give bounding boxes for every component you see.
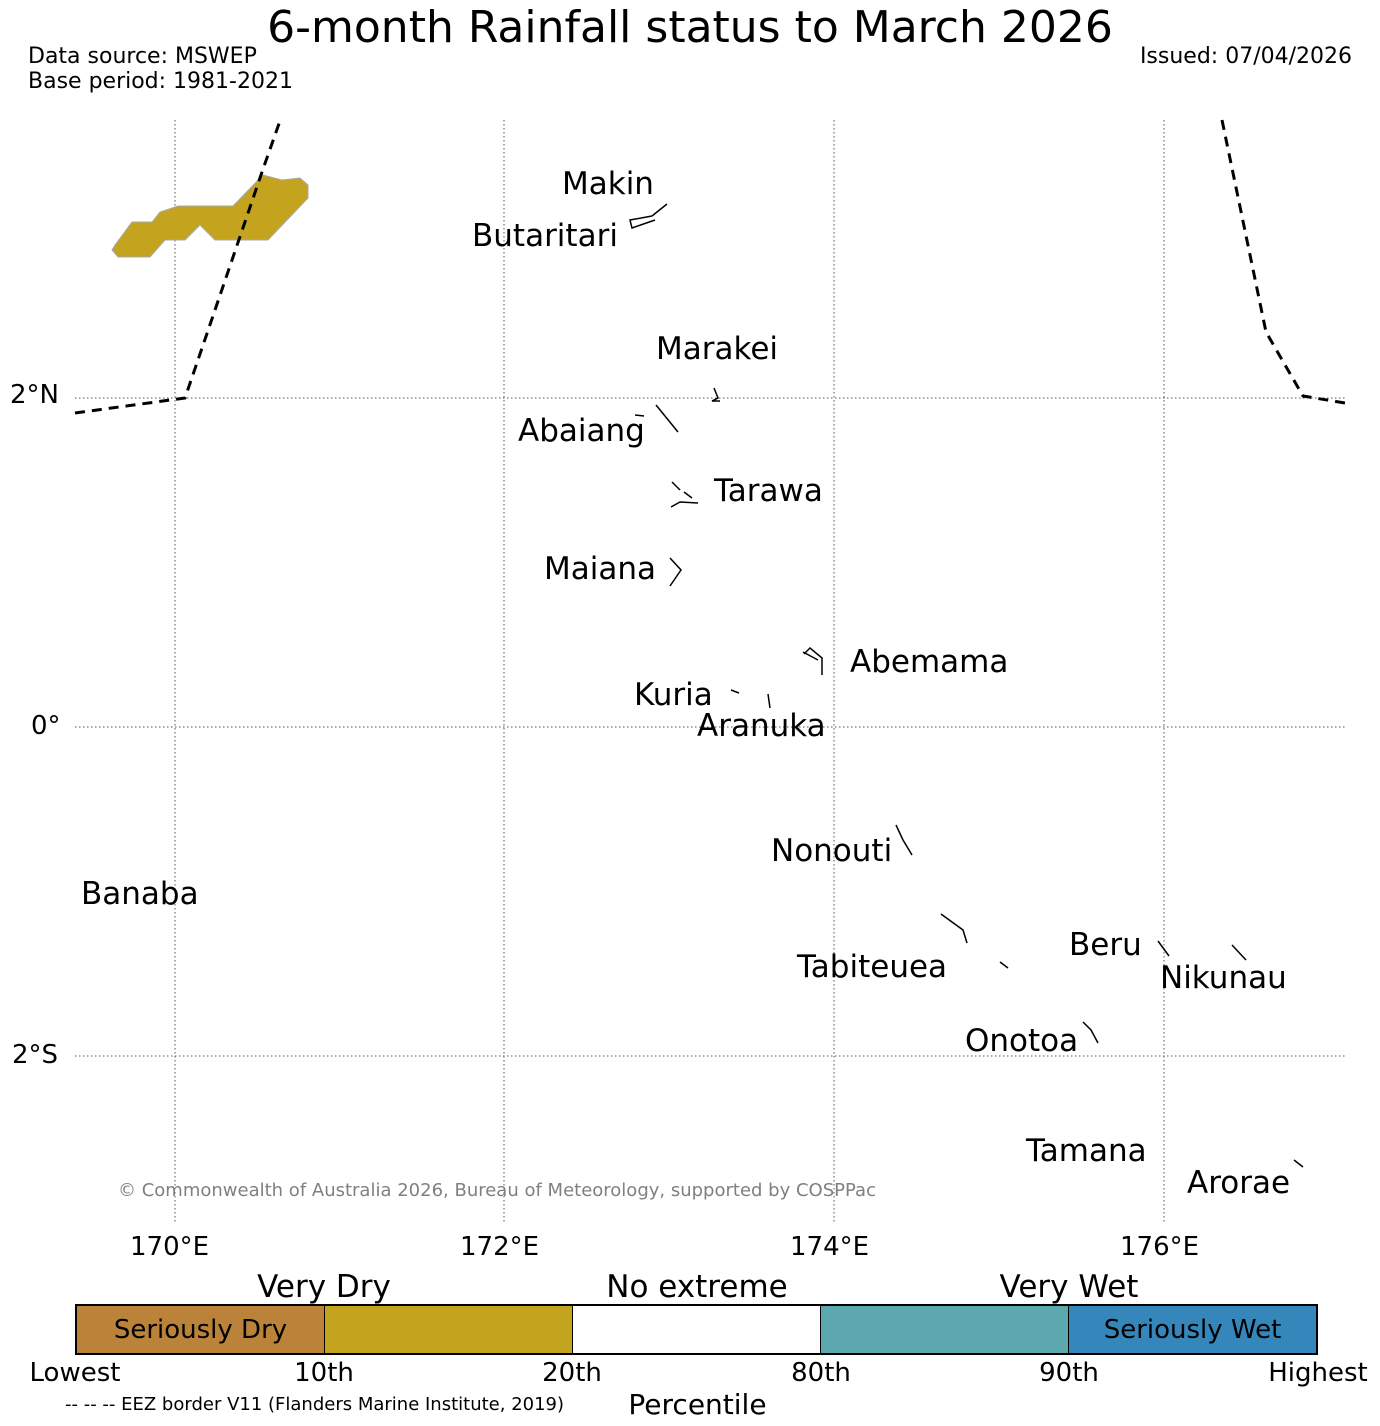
- island-label-arorae: Arorae: [1187, 1165, 1291, 1201]
- very-dry-region: [111, 174, 309, 258]
- onotoa-outline: [1082, 1021, 1099, 1044]
- legend-colorbar: Seriously Dry Seriously Wet: [75, 1304, 1318, 1355]
- legend-segment-seriously-dry: Seriously Dry: [77, 1306, 325, 1353]
- legend-segment-label: Seriously Wet: [1103, 1314, 1282, 1345]
- abaiang-islet: [634, 414, 645, 417]
- beru-outline: [1157, 940, 1170, 957]
- lat-tick-label: 0°: [31, 711, 61, 741]
- kuria-outline: [730, 689, 740, 694]
- island-label-banaba: Banaba: [81, 876, 199, 912]
- issued-date-label: Issued: 07/04/2026: [1139, 44, 1352, 69]
- tabiteuea-south-outline: [999, 961, 1009, 969]
- eez-border: [74, 117, 1346, 415]
- arorae-outline: [1293, 1159, 1304, 1168]
- eez-border-west: [74, 117, 283, 415]
- copyright-note: © Commonwealth of Australia 2026, Bureau…: [118, 1180, 876, 1201]
- graticule: [75, 120, 1345, 1222]
- eez-border-note: -- -- -- EEZ border V11 (Flanders Marine…: [65, 1394, 565, 1415]
- percentile-label: 20th: [542, 1358, 602, 1388]
- percentile-label: 10th: [294, 1358, 354, 1388]
- island-label-butaritari: Butaritari: [472, 218, 618, 254]
- lat-tick-label: 2°S: [12, 1040, 59, 1070]
- island-label-beru: Beru: [1069, 927, 1142, 963]
- nonouti-outline: [895, 824, 913, 856]
- legend-segment-very-wet: [821, 1306, 1069, 1353]
- abaiang-outline: [655, 404, 679, 433]
- legend-category-very-dry: Very Dry: [257, 1269, 391, 1305]
- percentile-label: 80th: [791, 1358, 851, 1388]
- island-label-kuria: Kuria: [634, 677, 713, 713]
- percentile-label: Highest: [1268, 1358, 1368, 1388]
- island-label-onotoa: Onotoa: [965, 1023, 1079, 1059]
- page-title: 6-month Rainfall status to March 2026: [267, 2, 1113, 53]
- percentile-label: 90th: [1039, 1358, 1099, 1388]
- aranuka-outline: [767, 693, 771, 709]
- island-label-marakei: Marakei: [656, 331, 779, 367]
- island-label-nonouti: Nonouti: [771, 833, 893, 869]
- island-label-makin: Makin: [562, 166, 654, 202]
- nikunau-outline: [1231, 944, 1247, 961]
- legend-category-no-extreme: No extreme: [606, 1269, 788, 1305]
- percentile-label: Lowest: [29, 1358, 121, 1388]
- percentile-axis-title: Percentile: [628, 1388, 767, 1421]
- island-label-maiana: Maiana: [544, 551, 656, 587]
- island-label-tamana: Tamana: [1026, 1133, 1147, 1169]
- base-period-label: Base period: 1981-2021: [28, 69, 293, 94]
- lon-tick-label: 170°E: [130, 1232, 210, 1262]
- lon-tick-label: 176°E: [1120, 1232, 1200, 1262]
- abemama-outline: [802, 646, 823, 675]
- legend-segment-label: Seriously Dry: [113, 1314, 288, 1345]
- eez-border-east: [1220, 119, 1346, 405]
- island-outlines: [629, 203, 1304, 1168]
- island-label-aranuka: Aranuka: [697, 708, 826, 744]
- lat-tick-label: 2°N: [10, 380, 59, 410]
- tabiteuea-north-outline: [940, 913, 968, 944]
- legend-segment-no-extreme: [573, 1306, 821, 1353]
- island-label-abaiang: Abaiang: [518, 413, 645, 449]
- data-source-label: Data source: MSWEP: [28, 44, 257, 69]
- island-label-tarawa: Tarawa: [714, 473, 823, 509]
- legend-segment-seriously-wet: Seriously Wet: [1069, 1306, 1316, 1353]
- lon-tick-label: 172°E: [460, 1232, 540, 1262]
- lon-tick-label: 174°E: [790, 1232, 870, 1262]
- legend-segment-very-dry: [325, 1306, 573, 1353]
- tarawa-outline: [670, 481, 699, 508]
- marakei-outline: [711, 387, 720, 402]
- island-label-nikunau: Nikunau: [1160, 960, 1287, 996]
- butaritari-outline: [629, 203, 668, 229]
- island-label-abemama: Abemama: [850, 644, 1009, 680]
- island-label-tabiteuea: Tabiteuea: [797, 949, 948, 985]
- legend-category-very-wet: Very Wet: [999, 1269, 1139, 1305]
- maiana-outline: [669, 557, 682, 587]
